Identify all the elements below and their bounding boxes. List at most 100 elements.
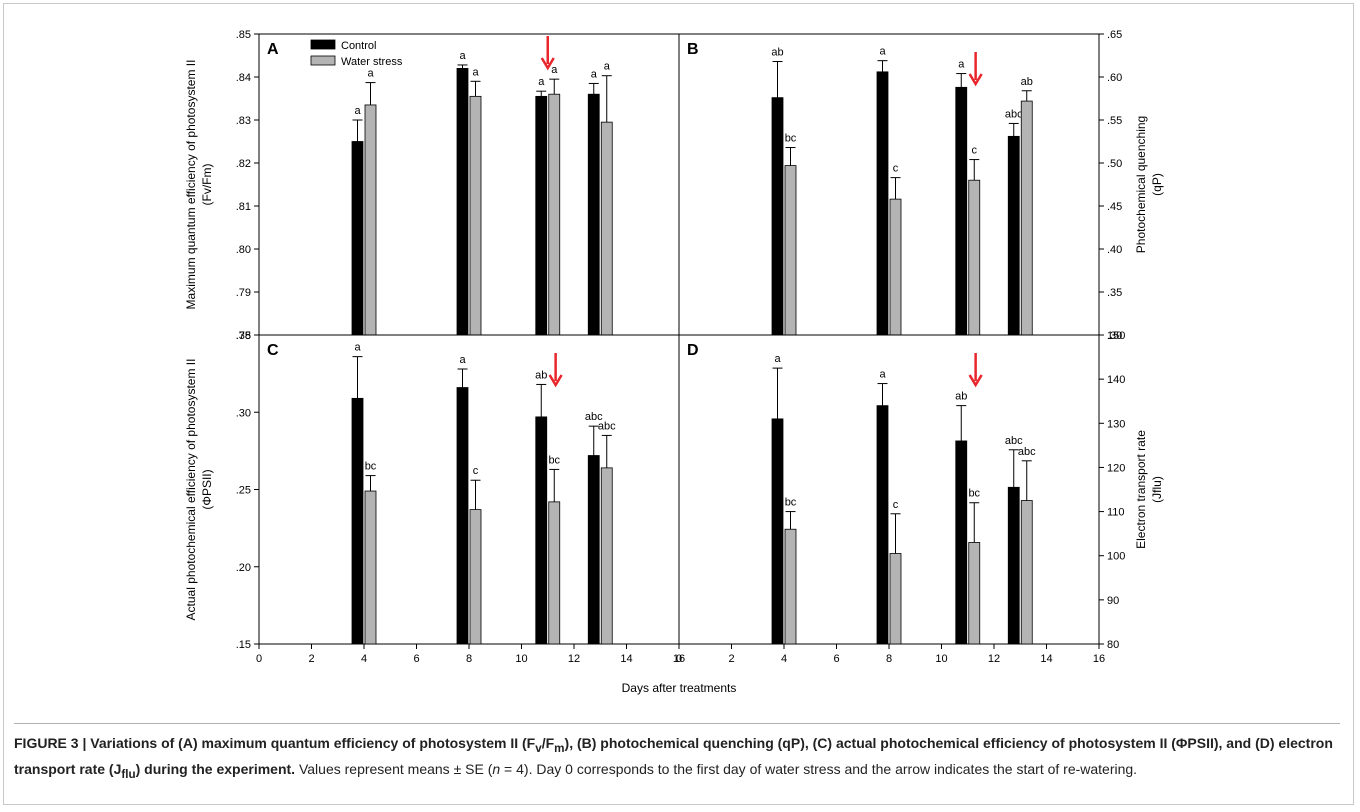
x-tick-label: 6 [413,653,419,665]
significance-letter: c [473,465,479,477]
x-tick-label: 14 [620,653,632,665]
bar-control [351,141,364,336]
rewatering-arrow-head [968,374,983,388]
panel-frame [678,33,1100,336]
bar-water-stress [364,104,377,336]
bar-water-stress [968,179,981,336]
significance-letter: c [893,499,899,511]
x-tick-label: 10 [935,653,947,665]
significance-letter: a [879,46,886,58]
significance-letter: abc [585,411,603,423]
y-tick-label: .55 [1107,115,1122,127]
y-axis-label: Maximum quantum efficiency of photosyste… [184,60,214,310]
bar-water-stress [600,467,613,645]
y-tick-label: 140 [1107,374,1125,386]
bar-water-stress [548,93,561,336]
y-tick-label: .60 [1107,72,1122,84]
x-tick-label: 0 [676,653,682,665]
significance-letter: c [972,145,978,157]
figure-caption: FIGURE 3 | Variations of (A) maximum qua… [14,733,1344,785]
y-tick-label: .25 [236,485,251,497]
bar-control [456,68,469,336]
y-tick-label: .84 [236,72,251,84]
y-tick-label: .78 [236,330,251,342]
bar-control [1007,135,1020,336]
x-tick-label: 14 [1040,653,1052,665]
significance-letter: ab [1021,76,1033,88]
bar-water-stress [548,501,561,645]
bar-control [587,93,600,336]
y-tick-label: 110 [1107,507,1125,519]
x-axis-label: Days after treatments [622,681,737,695]
rewatering-arrow-head [548,374,563,388]
bar-water-stress [469,95,482,336]
bar-control [351,397,364,645]
significance-letter: a [354,342,361,354]
y-tick-label: .20 [236,562,251,574]
significance-letter: bc [785,497,797,509]
significance-letter: a [538,76,545,88]
bar-water-stress [364,490,377,645]
significance-letter: bc [548,454,560,466]
legend-label: Control [341,40,376,52]
significance-letter: a [459,50,466,62]
x-tick-label: 4 [361,653,367,665]
bar-water-stress [1020,100,1033,336]
y-tick-label: .45 [1107,201,1122,213]
significance-letter: abc [1018,446,1036,458]
panel-b: B .30 .35 .40 .45 .50 .55 .60 .65 Photochemical q… [678,29,1164,342]
caption-separator [14,723,1340,724]
significance-letter: ab [771,47,783,59]
y-tick-label: .30 [236,407,251,419]
bar-control [876,405,889,645]
significance-letter: a [551,64,558,76]
bar-control [771,418,784,645]
panel-c: C .15 .20 .25 .30 .35 Actual photochemical eff… [184,330,685,665]
y-tick-label: .83 [236,115,251,127]
y-tick-label: .80 [236,244,251,256]
legend-swatch [310,55,336,66]
significance-letter: abc [598,420,616,432]
figure-frame [3,3,1354,805]
panel-letter: B [687,41,699,58]
y-tick-label: .35 [1107,287,1122,299]
bar-control [535,95,548,336]
x-tick-label: 10 [515,653,527,665]
y-tick-label: 100 [1107,551,1125,563]
y-tick-label: .35 [236,330,251,342]
y-tick-label: .15 [236,639,251,651]
y-tick-label: .40 [1107,244,1122,256]
panel-frame [258,33,680,336]
bar-water-stress [784,165,797,336]
bar-control [771,97,784,336]
significance-letter: a [459,354,466,366]
x-tick-label: 2 [728,653,734,665]
y-axis-label: Actual photochemical efficiency of photo… [184,359,214,621]
y-tick-label: .30 [1107,330,1122,342]
significance-letter: bc [968,488,980,500]
rewatering-arrow-head [540,57,555,71]
bar-water-stress [889,198,902,336]
y-axis-label: Photochemical quenching (qP) [1134,116,1164,253]
y-tick-label: 90 [1107,595,1119,607]
significance-letter: abc [1005,108,1023,120]
bar-control [1007,486,1020,645]
x-tick-label: 16 [1093,653,1105,665]
significance-letter: a [604,61,611,73]
x-tick-label: 12 [568,653,580,665]
y-tick-label: .79 [236,287,251,299]
y-tick-label: 130 [1107,418,1125,430]
y-axis-label: Electron transport rate (Jflu) [1134,430,1164,549]
panel-frame [678,334,1100,645]
significance-letter: abc [1005,435,1023,447]
y-tick-label: .81 [236,201,251,213]
bar-water-stress [889,553,902,645]
significance-letter: bc [785,133,797,145]
bar-water-stress [968,542,981,645]
significance-letter: a [774,353,781,365]
panel-letter: C [267,342,279,359]
bar-control [587,455,600,645]
bar-water-stress [469,509,482,645]
bar-control [955,86,968,336]
x-tick-label: 2 [308,653,314,665]
